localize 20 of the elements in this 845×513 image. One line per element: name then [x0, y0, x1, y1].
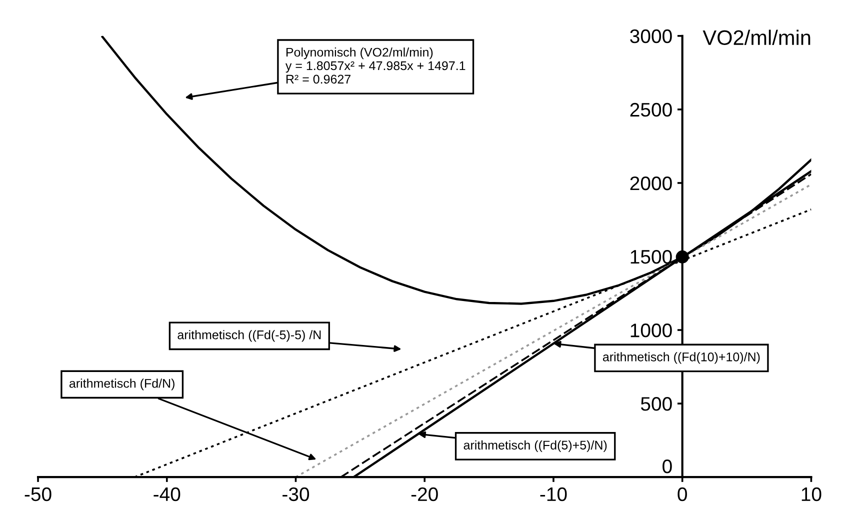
- x-tick-label: -20: [411, 487, 438, 502]
- annotation: arithmetisch (Fd/N): [69, 378, 174, 390]
- annotation: Polynomisch (VO2/ml/min) y = 1.8057x² + 47.985x + 1497.1 R² = 0.9627: [285, 48, 466, 84]
- annotation: arithmetisch ((Fd(10)+10)/N): [602, 352, 760, 364]
- y-tick-label: 1000: [630, 324, 672, 338]
- annotation: arithmetisch ((Fd(-5)-5) /N: [178, 330, 321, 342]
- y-tick-label: 0: [662, 459, 672, 474]
- x-tick-label: 0: [678, 487, 687, 502]
- y-axis-title: VO2/ml/min: [702, 30, 810, 46]
- x-tick-label: -30: [282, 487, 310, 502]
- y-tick-label: 2500: [630, 102, 672, 117]
- y-tick-label: 3000: [630, 29, 672, 44]
- x-tick-label: -40: [154, 487, 180, 502]
- x-tick-label: -50: [24, 487, 52, 502]
- x-tick-label: 10: [802, 487, 822, 502]
- y-tick-label: 500: [640, 397, 672, 411]
- annotation: arithmetisch ((Fd(5)+5)/N): [464, 440, 607, 452]
- y-tick-label: 1500: [630, 250, 672, 264]
- y-tick-label: 2000: [630, 176, 672, 190]
- x-tick-label: -10: [540, 487, 567, 502]
